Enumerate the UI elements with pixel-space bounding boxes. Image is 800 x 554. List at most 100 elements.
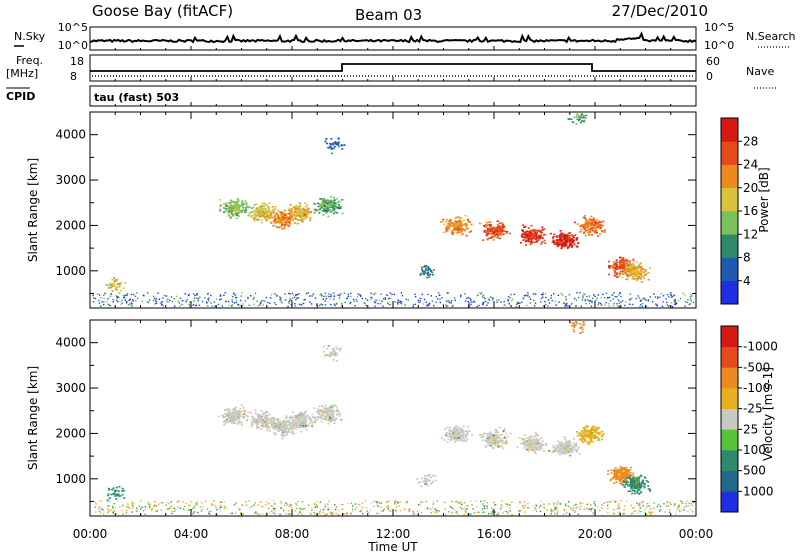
- data-cell: [118, 485, 121, 488]
- data-cell: [292, 432, 295, 434]
- data-cell: [532, 229, 535, 232]
- data-cell: [108, 487, 110, 490]
- data-cell: [330, 210, 333, 213]
- ground-cell: [322, 304, 324, 306]
- data-cell: [429, 268, 432, 271]
- data-cell: [265, 422, 268, 424]
- data-cell: [337, 142, 340, 144]
- ground-cell: [109, 505, 111, 507]
- data-cell: [536, 238, 539, 241]
- data-cell: [600, 435, 603, 438]
- data-cell: [237, 410, 240, 412]
- data-cell: [559, 233, 562, 236]
- data-cell: [584, 428, 587, 431]
- data-cell: [238, 412, 240, 414]
- data-cell: [583, 231, 586, 233]
- data-cell: [625, 477, 628, 479]
- data-cell: [625, 468, 628, 471]
- ground-cell: [291, 292, 294, 295]
- ground-cell: [414, 296, 417, 298]
- data-cell: [613, 469, 616, 472]
- data-cell: [528, 227, 530, 229]
- data-cell: [300, 208, 303, 211]
- data-cell: [540, 437, 543, 439]
- data-cell: [455, 226, 458, 229]
- data-cell: [580, 430, 583, 432]
- data-cell: [632, 472, 635, 475]
- data-cell: [258, 207, 261, 210]
- data-cell: [636, 275, 639, 277]
- data-cell: [630, 274, 633, 276]
- data-cell: [245, 206, 248, 208]
- ground-cell: [565, 298, 567, 301]
- ground-cell: [397, 303, 399, 305]
- data-cell: [289, 219, 292, 221]
- data-cell: [646, 272, 649, 275]
- data-cell: [624, 272, 627, 274]
- ground-cell: [330, 295, 332, 297]
- data-cell: [594, 226, 597, 229]
- ground-cell: [134, 295, 137, 297]
- data-cell: [595, 232, 598, 234]
- data-cell: [622, 259, 625, 261]
- data-cell: [600, 430, 603, 433]
- cpid-mode: tau (fast) 503: [94, 91, 179, 104]
- data-cell: [531, 241, 534, 243]
- data-cell: [503, 435, 506, 438]
- data-cell: [294, 421, 297, 423]
- data-cell: [223, 203, 226, 205]
- ground-cell: [635, 297, 638, 300]
- ground-cell: [284, 299, 287, 301]
- ground-cell: [674, 303, 677, 306]
- ground-cell: [591, 297, 594, 300]
- data-cell: [302, 209, 305, 211]
- ground-cell: [651, 511, 653, 514]
- ground-cell: [161, 300, 163, 303]
- data-cell: [459, 429, 462, 431]
- data-cell: [335, 142, 338, 144]
- data-cell: [630, 486, 633, 488]
- ground-cell: [657, 296, 659, 298]
- data-cell: [445, 221, 447, 223]
- data-cell: [595, 429, 598, 431]
- data-cell: [228, 416, 230, 418]
- data-cell: [617, 467, 620, 470]
- data-cell: [105, 284, 108, 286]
- data-cell: [115, 493, 118, 496]
- ground-cell: [170, 296, 173, 298]
- data-cell: [623, 474, 626, 476]
- data-cell: [258, 417, 261, 419]
- ground-cell: [205, 301, 208, 303]
- data-cell: [580, 432, 583, 435]
- ground-cell: [195, 304, 197, 306]
- ground-cell: [508, 503, 510, 505]
- data-cell: [587, 435, 590, 437]
- data-cell: [594, 436, 597, 438]
- ground-cell: [131, 303, 133, 305]
- data-cell: [254, 418, 257, 420]
- data-cell: [498, 229, 501, 232]
- data-cell: [641, 275, 644, 278]
- ground-cell: [418, 301, 420, 303]
- data-cell: [452, 432, 455, 434]
- data-cell: [583, 430, 586, 432]
- ground-cell: [197, 298, 200, 300]
- ground-cell: [666, 293, 669, 296]
- data-cell: [432, 480, 435, 483]
- ground-cell: [199, 296, 201, 298]
- data-cell: [313, 417, 316, 420]
- data-cell: [616, 265, 619, 267]
- data-cell: [315, 209, 318, 212]
- ground-cell: [223, 294, 225, 296]
- data-cell: [569, 239, 572, 241]
- data-cell: [459, 437, 462, 440]
- data-cell: [612, 267, 615, 269]
- ground-cell: [587, 299, 589, 301]
- ground-cell: [473, 301, 476, 303]
- data-cell: [487, 436, 490, 439]
- data-cell: [305, 428, 308, 431]
- ground-cell: [654, 296, 657, 298]
- data-cell: [273, 420, 276, 423]
- data-cell: [590, 438, 593, 440]
- ground-cell: [631, 303, 634, 306]
